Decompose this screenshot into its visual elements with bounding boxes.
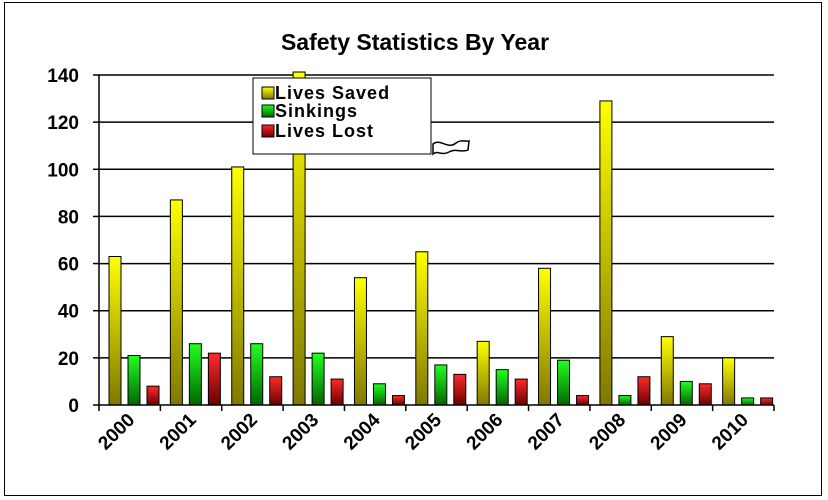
bar-lives-saved bbox=[353, 277, 367, 406]
y-tick-label: 20 bbox=[58, 349, 79, 370]
legend-swatch-sinkings bbox=[261, 104, 275, 118]
y-tick-label: 80 bbox=[58, 207, 79, 228]
bar-lives-lost bbox=[330, 378, 344, 406]
bar-lives-saved bbox=[538, 267, 552, 406]
bar-sinkings bbox=[372, 383, 386, 406]
axes bbox=[98, 75, 774, 406]
y-axis-ticks: 0 20 40 60 80 100 120 140 bbox=[47, 66, 99, 417]
bar-sinkings bbox=[127, 355, 141, 406]
x-tick-label: 2000 bbox=[94, 410, 139, 455]
bar-lives-lost bbox=[146, 385, 160, 406]
bar-lives-lost bbox=[760, 397, 774, 406]
chart-title: Safety Statistics By Year bbox=[281, 29, 549, 55]
wavy-flag-shape bbox=[432, 139, 470, 156]
legend-item-sinkings: Sinkings bbox=[261, 101, 358, 121]
bar-lives-lost bbox=[207, 352, 221, 406]
y-tick-label: 0 bbox=[68, 396, 79, 417]
bar-sinkings bbox=[618, 395, 632, 406]
bar-lives-lost bbox=[698, 383, 712, 406]
bar-sinkings bbox=[434, 364, 448, 406]
bar-lives-lost bbox=[576, 395, 590, 406]
legend: Lives Saved Sinkings Lives Lost bbox=[252, 77, 432, 155]
x-tick-label: 2009 bbox=[647, 410, 692, 455]
gridlines bbox=[99, 74, 774, 359]
legend-item-lives-saved: Lives Saved bbox=[261, 83, 390, 103]
bar-lives-saved bbox=[660, 336, 674, 406]
legend-item-lives-lost: Lives Lost bbox=[261, 121, 374, 141]
bar-lives-saved bbox=[476, 340, 490, 406]
legend-label-sinkings: Sinkings bbox=[275, 101, 358, 121]
legend-box bbox=[252, 77, 432, 155]
x-axis-ticks: 2000 2001 2002 2003 2004 2005 2006 2007 2008 2009… bbox=[94, 405, 775, 455]
bar-lives-lost bbox=[514, 378, 528, 406]
x-tick-label: 2002 bbox=[217, 410, 262, 455]
x-tick-label: 2008 bbox=[585, 410, 630, 455]
legend-label-lives-lost: Lives Lost bbox=[275, 121, 374, 141]
y-tick-label: 100 bbox=[47, 160, 79, 181]
bar-sinkings bbox=[679, 380, 693, 406]
x-tick-label: 2007 bbox=[524, 410, 569, 455]
bar-sinkings bbox=[495, 369, 509, 406]
x-tick-label: 2003 bbox=[279, 410, 324, 455]
x-tick-label: 2004 bbox=[340, 409, 385, 454]
x-tick-label: 2010 bbox=[708, 410, 753, 455]
bar-lives-saved bbox=[169, 199, 183, 406]
y-tick-label: 140 bbox=[47, 66, 79, 87]
legend-swatch-lives-lost bbox=[261, 124, 275, 138]
y-tick-label: 40 bbox=[58, 302, 79, 323]
bar-sinkings bbox=[311, 352, 325, 406]
x-tick-label: 2006 bbox=[463, 410, 508, 455]
bar-lives-lost bbox=[391, 395, 405, 406]
y-tick-label: 120 bbox=[47, 113, 79, 134]
bar-lives-lost bbox=[269, 376, 283, 406]
legend-swatch-lives-saved bbox=[261, 86, 275, 100]
bar-lives-saved bbox=[722, 357, 736, 406]
x-tick-label: 2005 bbox=[401, 409, 446, 454]
bars-group bbox=[108, 71, 774, 406]
bar-sinkings bbox=[188, 343, 202, 406]
y-tick-label: 60 bbox=[58, 255, 79, 276]
bar-lives-saved bbox=[231, 166, 245, 406]
bar-sinkings bbox=[741, 397, 755, 406]
x-tick-label: 2001 bbox=[156, 409, 201, 454]
bar-sinkings bbox=[250, 343, 264, 406]
bar-lives-lost bbox=[637, 376, 651, 406]
bar-lives-lost bbox=[453, 373, 467, 406]
bar-sinkings bbox=[557, 359, 571, 406]
bar-lives-saved bbox=[108, 256, 122, 406]
bar-lives-saved bbox=[599, 100, 613, 406]
bar-lives-saved bbox=[415, 251, 429, 406]
legend-label-lives-saved: Lives Saved bbox=[275, 83, 390, 103]
